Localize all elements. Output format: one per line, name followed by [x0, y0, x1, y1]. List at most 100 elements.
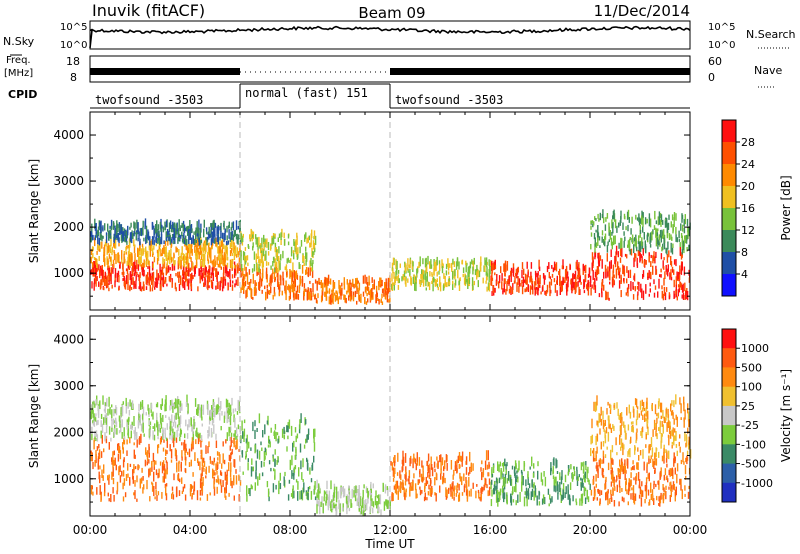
power-cell [100, 220, 102, 228]
power-cell [197, 250, 200, 255]
power-cell [666, 268, 668, 275]
power-cell [138, 248, 140, 259]
power-cell [143, 269, 145, 277]
power-cell [311, 270, 314, 278]
velocity-cell [299, 419, 301, 430]
power-cell [94, 269, 97, 279]
power-cell [137, 264, 140, 271]
velocity-cell [632, 460, 634, 465]
cpid-segment-label: normal (fast) 151 [245, 86, 368, 100]
velocity-cell [119, 420, 121, 428]
power-cell [246, 274, 249, 285]
power-cell [222, 243, 225, 249]
power-cell [191, 228, 193, 233]
power-cell [387, 287, 389, 293]
power-cell [309, 280, 311, 284]
power-cell [140, 288, 143, 292]
velocity-cell [421, 490, 423, 494]
velocity-cell [567, 484, 569, 494]
power-cell [265, 261, 268, 266]
power-cell [314, 294, 316, 300]
power-cell [182, 274, 184, 280]
power-cell [140, 248, 143, 255]
power-cell [614, 235, 616, 245]
power-cell [119, 224, 121, 231]
velocity-cell [213, 461, 215, 466]
velocity-cell [378, 506, 380, 513]
power-cell [642, 270, 645, 278]
power-cell [433, 267, 435, 276]
power-cell [687, 227, 689, 233]
power-cell [635, 253, 637, 258]
power-cell [378, 282, 380, 291]
velocity-cell [258, 473, 261, 480]
velocity-cell [416, 493, 418, 499]
velocity-cell [487, 490, 489, 497]
velocity-cell [465, 467, 468, 475]
velocity-cell [456, 464, 458, 474]
power-cell [113, 251, 116, 261]
velocity-cell [362, 489, 364, 499]
velocity-cell [129, 480, 131, 484]
power-cell [226, 247, 228, 255]
velocity-cell [269, 441, 271, 448]
power-cell [131, 256, 133, 266]
power-cell [179, 256, 181, 266]
power-cell [530, 262, 533, 269]
power-cell [253, 264, 256, 272]
power-cell [452, 271, 454, 280]
nave-label: Nave [754, 64, 782, 77]
velocity-cell [303, 444, 306, 449]
power-cell [636, 217, 639, 221]
power-cell [635, 214, 637, 220]
power-cell [445, 263, 448, 270]
power-cell [242, 276, 244, 287]
velocity-cell [178, 433, 181, 437]
velocity-cell [110, 494, 112, 503]
velocity-cell [637, 471, 640, 481]
velocity-cell [440, 461, 442, 471]
velocity-cell [657, 412, 660, 419]
velocity-cell [491, 489, 493, 497]
velocity-cell [602, 420, 605, 430]
velocity-cell [491, 473, 494, 478]
velocity-cell [250, 447, 252, 451]
power-cell [96, 266, 99, 272]
power-cell [125, 268, 128, 272]
power-cell [133, 272, 136, 277]
power-cell [503, 278, 505, 287]
power-cell [260, 253, 263, 263]
velocity-cell [684, 493, 686, 497]
velocity-cell [659, 472, 661, 480]
power-cell [205, 266, 207, 273]
velocity-colorbar-tick: -500 [741, 458, 766, 471]
power-cell [286, 258, 288, 264]
velocity-cell [146, 461, 148, 466]
velocity-cell [527, 493, 530, 500]
power-cell [350, 282, 352, 291]
power-cell [668, 214, 670, 220]
velocity-cell [435, 493, 437, 502]
velocity-cell [153, 461, 155, 467]
velocity-cell [567, 465, 570, 468]
velocity-cell [130, 402, 133, 410]
power-cell [605, 291, 608, 300]
power-cell [126, 260, 128, 267]
velocity-cell [215, 405, 218, 415]
velocity-cell [645, 477, 648, 484]
power-cell [149, 242, 151, 251]
velocity-cell [607, 498, 609, 506]
velocity-cell [590, 436, 592, 445]
power-cell [631, 234, 634, 244]
power-cell [181, 231, 183, 237]
power-cell [296, 251, 298, 258]
velocity-cell [673, 400, 675, 408]
power-cell [619, 247, 622, 257]
velocity-cell [107, 408, 109, 416]
power-cell [174, 237, 176, 244]
velocity-cell [602, 475, 605, 479]
velocity-cell [341, 487, 343, 492]
velocity-cell [655, 458, 658, 466]
velocity-cell [684, 465, 687, 475]
velocity-cell [359, 511, 362, 515]
